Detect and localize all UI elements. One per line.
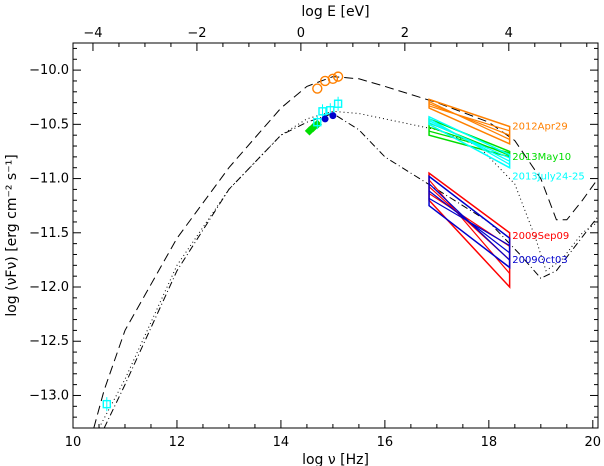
bowtie-2013July24-25 (428, 115, 511, 169)
point-2012Apr29 (312, 83, 323, 94)
legend-label-2013July24-25: 2013July24-25 (512, 171, 585, 182)
bowtie-line-2013July24-25 (428, 118, 510, 165)
top-tick-label: −2 (187, 26, 206, 41)
bowtie-line-2009Sep09 (428, 179, 511, 274)
top-tick-label: 0 (297, 26, 305, 41)
plot-frame (72, 42, 599, 429)
legend: 2012Apr29 2013May10 2013July24-25 2009Sep09… (512, 122, 585, 266)
point-2009Oct03 (321, 115, 329, 123)
y-tick-label: −10.0 (29, 63, 69, 78)
x-axis-label: log ν [Hz] (302, 452, 369, 466)
data-points (102, 71, 344, 412)
top-tick-label: −4 (83, 26, 102, 41)
bowtie-2009Oct03 (428, 174, 511, 270)
legend-label-2013May10: 2013May10 (512, 152, 571, 163)
y-tick-label: −12.0 (29, 280, 69, 295)
y-tick-label: −13.0 (29, 388, 69, 403)
bowtie-line-2009Oct03 (428, 183, 511, 261)
x-tick-label: 12 (169, 435, 186, 450)
bowtie-line-2012Apr29 (428, 105, 510, 132)
model-curves (93, 76, 599, 429)
x-tick-label: 16 (377, 435, 394, 450)
bowtie-2012Apr29 (428, 98, 511, 146)
model-curve-dashed (93, 76, 599, 429)
top-axis-label: log E [eV] (301, 4, 369, 20)
y-tick-label: −11.0 (29, 172, 69, 187)
y-axis-label: log (νFν) [erg cm⁻² s⁻¹] (4, 154, 20, 316)
model-curve-dash-dot (103, 112, 599, 429)
point-2009Oct03 (329, 112, 337, 120)
y-tick-label: −11.5 (29, 226, 69, 241)
top-tick-label: 4 (505, 26, 513, 41)
legend-label-2009Sep09: 2009Sep09 (512, 231, 569, 242)
point-2012Apr29 (327, 73, 339, 84)
legend-label-2012Apr29: 2012Apr29 (512, 122, 567, 133)
bowtie-line-2013July24-25 (428, 121, 510, 159)
xray-bowties (428, 98, 511, 289)
x-tick-label: 10 (65, 435, 82, 450)
legend-label-2009Oct03: 2009Oct03 (512, 255, 567, 266)
x-tick-label: 14 (273, 435, 290, 450)
y-tick-label: −10.5 (29, 117, 69, 132)
x-tick-label: 20 (585, 435, 602, 450)
y-tick-label: −12.5 (29, 334, 69, 349)
bowtie-line-2012Apr29 (428, 101, 510, 141)
bowtie-line-2012Apr29 (428, 103, 510, 136)
point-2012Apr29 (319, 75, 331, 87)
top-tick-label: 2 (401, 26, 409, 41)
point-2012Apr29 (332, 71, 344, 82)
axes: 10 12 14 16 18 20 −4 −2 0 2 4 −10.0 −10.5 −11.0 −11.5 −… (29, 26, 601, 450)
x-tick-label: 18 (481, 435, 498, 450)
bowtie-2009Sep09 (428, 171, 511, 289)
